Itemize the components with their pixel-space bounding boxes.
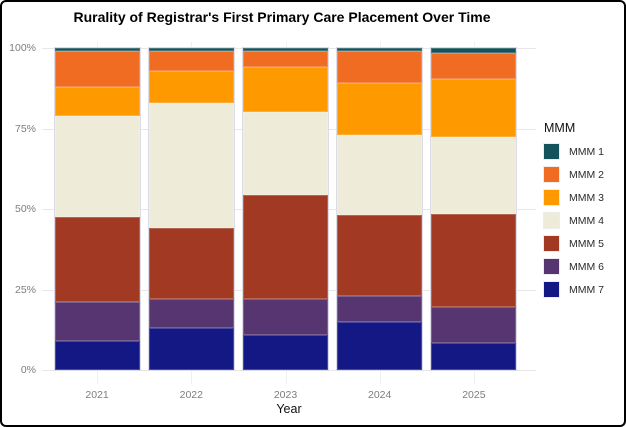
legend-label: MMM 5 (569, 237, 604, 250)
bar-slot-2025 (427, 48, 521, 370)
bar-segment-2023-mmm-2 (243, 51, 328, 68)
bar-segment-2025-mmm-7 (431, 342, 517, 370)
bar-segment-2024-mmm-1 (337, 48, 423, 52)
legend-swatch-mmm-3 (544, 190, 559, 205)
bar-segment-2025-mmm-3 (431, 78, 517, 137)
bar-segment-2021-mmm-1 (54, 48, 140, 52)
bar-segment-2021-mmm-5 (54, 217, 140, 303)
legend-item-mmm-6: MMM 6 (544, 259, 604, 274)
y-tick-label-100: 100% (9, 42, 36, 54)
y-tick-label-75: 75% (14, 122, 36, 135)
stacked-bar-2021 (54, 48, 140, 370)
legend-label: MMM 2 (569, 168, 604, 181)
legend-swatch-mmm-5 (544, 236, 559, 251)
bar-segment-2024-mmm-4 (337, 134, 423, 216)
legend-swatch-mmm-4 (544, 213, 559, 228)
stacked-bar-2025 (431, 48, 517, 370)
x-axis-title: Year (276, 402, 302, 416)
bar-slot-2021 (50, 48, 144, 370)
bar-segment-2022-mmm-1 (148, 48, 234, 52)
legend-items: MMM 1 MMM 2 MMM 3 MMM 4 MMM 5 MMM 6 MMM 7 (544, 144, 604, 297)
bar-segment-2023-mmm-6 (243, 299, 328, 335)
legend-swatch-mmm-1 (544, 144, 559, 159)
legend-title: MMM (544, 121, 576, 135)
bar-segment-2024-mmm-3 (337, 83, 423, 135)
bar-segment-2022-mmm-6 (148, 299, 234, 329)
legend-label: MMM 7 (569, 283, 604, 296)
bar-segment-2023-mmm-3 (243, 67, 328, 113)
plot-panel (42, 42, 536, 384)
bar-segment-2023-mmm-7 (243, 334, 328, 370)
stacked-bar-2023 (243, 48, 328, 370)
stacked-bar-2022 (148, 48, 234, 370)
legend-label: MMM 1 (569, 145, 604, 158)
bar-segment-2022-mmm-4 (148, 102, 234, 229)
y-tick-label-0: 0% (20, 364, 36, 376)
legend-swatch-mmm-6 (544, 259, 559, 274)
y-tick-label-25: 25% (14, 283, 36, 296)
bar-segment-2022-mmm-5 (148, 228, 234, 300)
bar-segment-2023-mmm-4 (243, 112, 328, 195)
gridline-y-0 (42, 370, 536, 371)
bar-segment-2022-mmm-2 (148, 51, 234, 71)
bar-segment-2024-mmm-6 (337, 295, 423, 322)
legend-label: MMM 3 (569, 191, 604, 204)
legend-swatch-mmm-2 (544, 167, 559, 182)
x-tick-label-2024: 2024 (368, 389, 392, 401)
x-tick-label-2023: 2023 (273, 389, 298, 401)
stacked-bar-2024 (337, 48, 423, 370)
legend-item-mmm-1: MMM 1 (544, 144, 604, 159)
bar-slot-2023 (238, 48, 332, 370)
legend-item-mmm-5: MMM 5 (544, 236, 604, 251)
bar-segment-2021-mmm-4 (54, 115, 140, 218)
bar-segment-2023-mmm-5 (243, 194, 328, 300)
legend-item-mmm-4: MMM 4 (544, 213, 604, 228)
bar-segment-2023-mmm-1 (243, 48, 328, 52)
bar-segment-2021-mmm-3 (54, 86, 140, 116)
y-tick-label-50: 50% (14, 203, 36, 215)
bar-segment-2024-mmm-5 (337, 215, 423, 296)
bar-segment-2021-mmm-6 (54, 302, 140, 341)
chart-title: Rurality of Registrar's First Primary Ca… (73, 9, 491, 25)
bar-segment-2024-mmm-2 (337, 51, 423, 84)
x-tick-label-2022: 2022 (179, 389, 203, 401)
bar-segment-2025-mmm-6 (431, 307, 517, 343)
bar-segment-2025-mmm-5 (431, 213, 517, 308)
bar-slot-2022 (144, 48, 238, 370)
bar-segment-2024-mmm-7 (337, 321, 423, 370)
legend-label: MMM 6 (569, 260, 604, 273)
x-tick-label-2021: 2021 (85, 389, 109, 401)
legend-swatch-mmm-7 (544, 282, 559, 297)
bar-segment-2021-mmm-2 (54, 51, 140, 87)
bar-segment-2021-mmm-7 (54, 340, 140, 370)
legend: MMM MMM 1 MMM 2 MMM 3 MMM 4 MMM 5 MMM 6 MMM 7 (544, 121, 604, 305)
bars-container (50, 48, 521, 370)
bar-segment-2022-mmm-7 (148, 328, 234, 370)
bar-segment-2025-mmm-4 (431, 136, 517, 214)
bar-segment-2025-mmm-2 (431, 52, 517, 79)
legend-item-mmm-3: MMM 3 (544, 190, 604, 205)
legend-label: MMM 4 (569, 214, 604, 227)
x-tick-label-2025: 2025 (462, 389, 486, 401)
legend-item-mmm-7: MMM 7 (544, 282, 604, 297)
bar-segment-2025-mmm-1 (431, 48, 517, 53)
legend-item-mmm-2: MMM 2 (544, 167, 604, 182)
bar-slot-2024 (333, 48, 427, 370)
bar-segment-2022-mmm-3 (148, 70, 234, 103)
